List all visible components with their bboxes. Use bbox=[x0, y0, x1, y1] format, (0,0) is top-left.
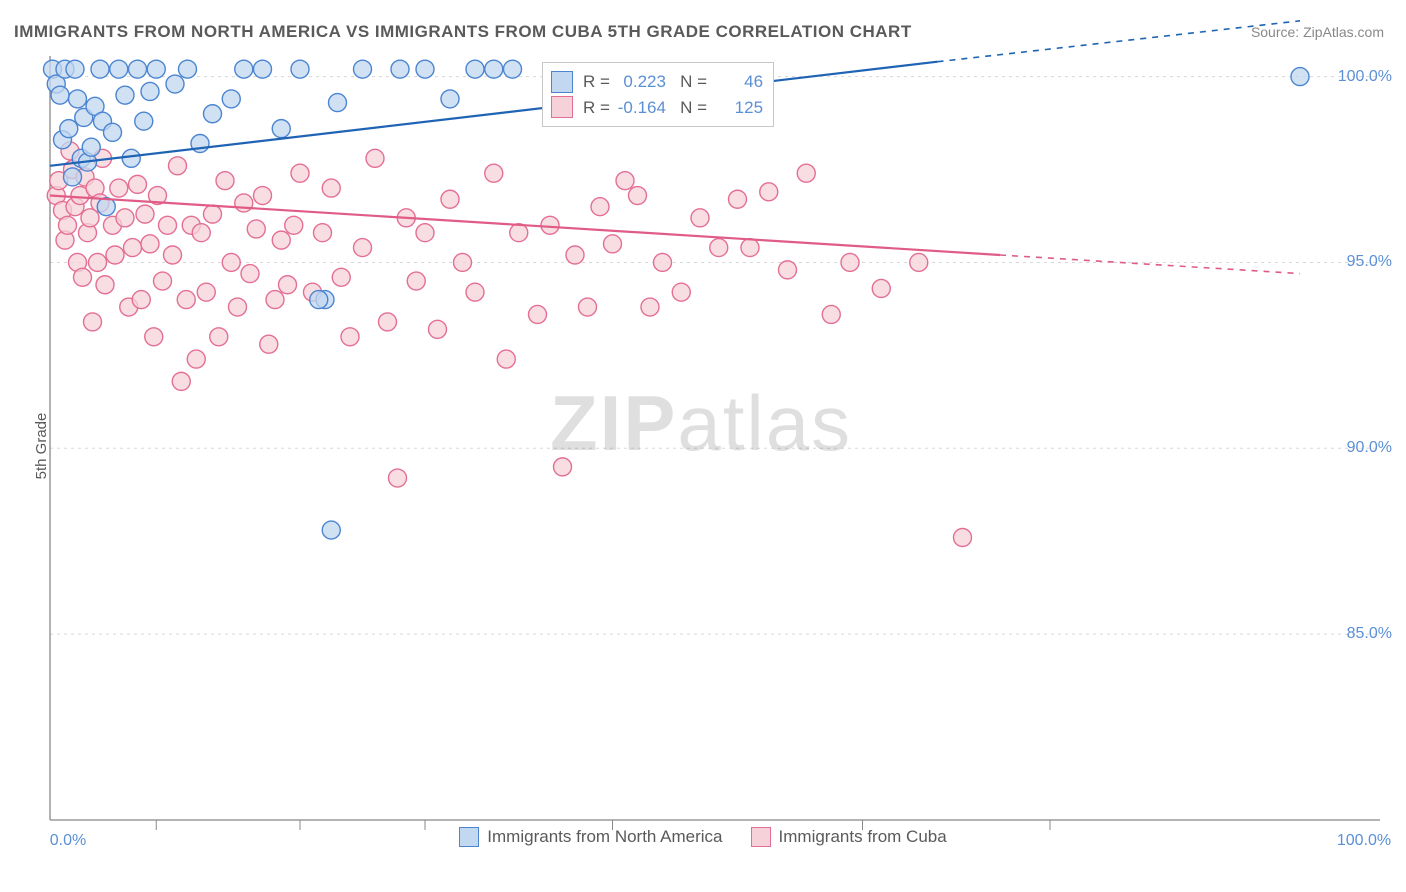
legend: Immigrants from North America Immigrants … bbox=[0, 827, 1406, 852]
legend-swatch-icon bbox=[751, 827, 771, 847]
series-swatch-icon bbox=[551, 96, 573, 118]
stats-n-label: N = bbox=[666, 69, 707, 95]
y-tick-label: 85.0% bbox=[1347, 625, 1392, 643]
stats-n-value: 125 bbox=[707, 95, 763, 121]
stats-n-label: N = bbox=[666, 95, 707, 121]
correlation-stats-box: R = 0.223 N = 46R = -0.164 N = 125 bbox=[542, 62, 774, 127]
chart-container: IMMIGRANTS FROM NORTH AMERICA VS IMMIGRA… bbox=[0, 0, 1406, 892]
stats-row: R = -0.164 N = 125 bbox=[551, 95, 763, 121]
stats-r-label: R = bbox=[583, 95, 610, 121]
scatter-plot bbox=[0, 0, 1406, 892]
stats-row: R = 0.223 N = 46 bbox=[551, 69, 763, 95]
stats-n-value: 46 bbox=[707, 69, 763, 95]
legend-label: Immigrants from North America bbox=[487, 827, 722, 847]
legend-label: Immigrants from Cuba bbox=[779, 827, 947, 847]
legend-item: Immigrants from Cuba bbox=[751, 827, 947, 847]
legend-item: Immigrants from North America bbox=[459, 827, 722, 847]
y-tick-label: 100.0% bbox=[1338, 68, 1392, 86]
legend-swatch-icon bbox=[459, 827, 479, 847]
series-swatch-icon bbox=[551, 71, 573, 93]
y-tick-label: 90.0% bbox=[1347, 439, 1392, 457]
y-tick-label: 95.0% bbox=[1347, 253, 1392, 271]
stats-r-value: -0.164 bbox=[610, 95, 666, 121]
stats-r-value: 0.223 bbox=[610, 69, 666, 95]
stats-r-label: R = bbox=[583, 69, 610, 95]
